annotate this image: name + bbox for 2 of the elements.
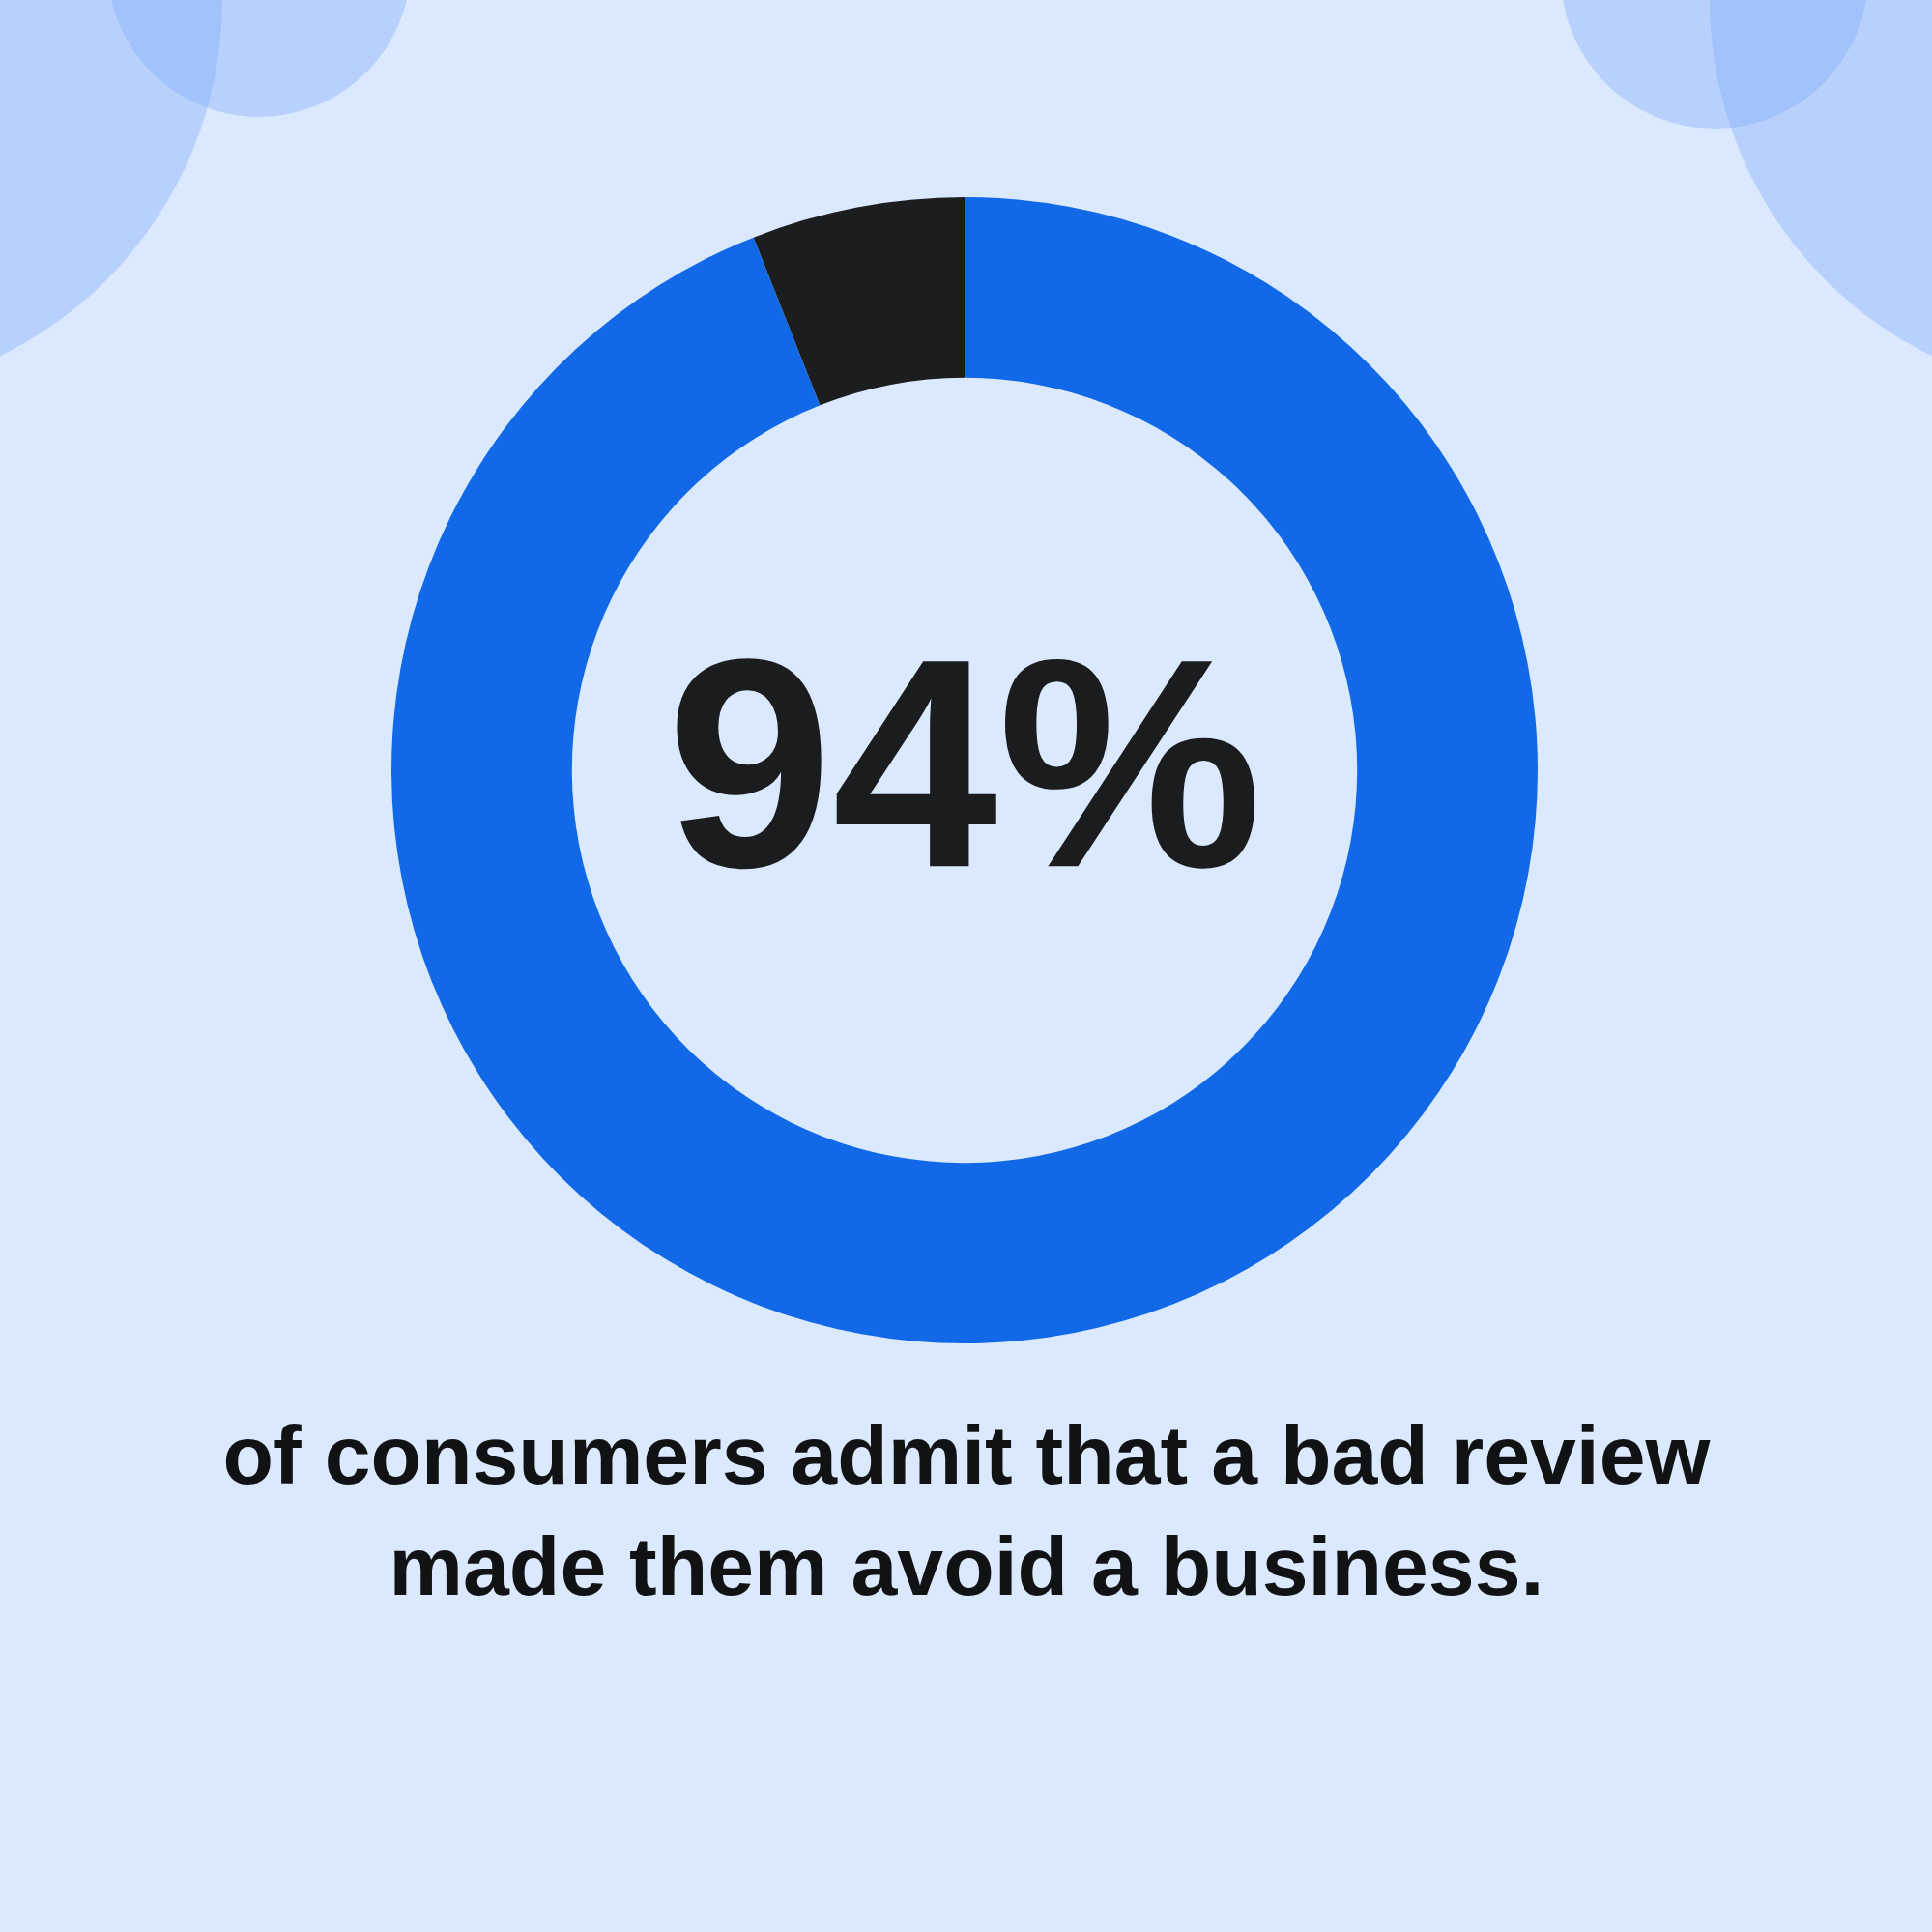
data-label: 94% xyxy=(666,596,1263,930)
text: of consumers admit that a bad review made them avoid a business. xyxy=(221,1407,1712,1614)
